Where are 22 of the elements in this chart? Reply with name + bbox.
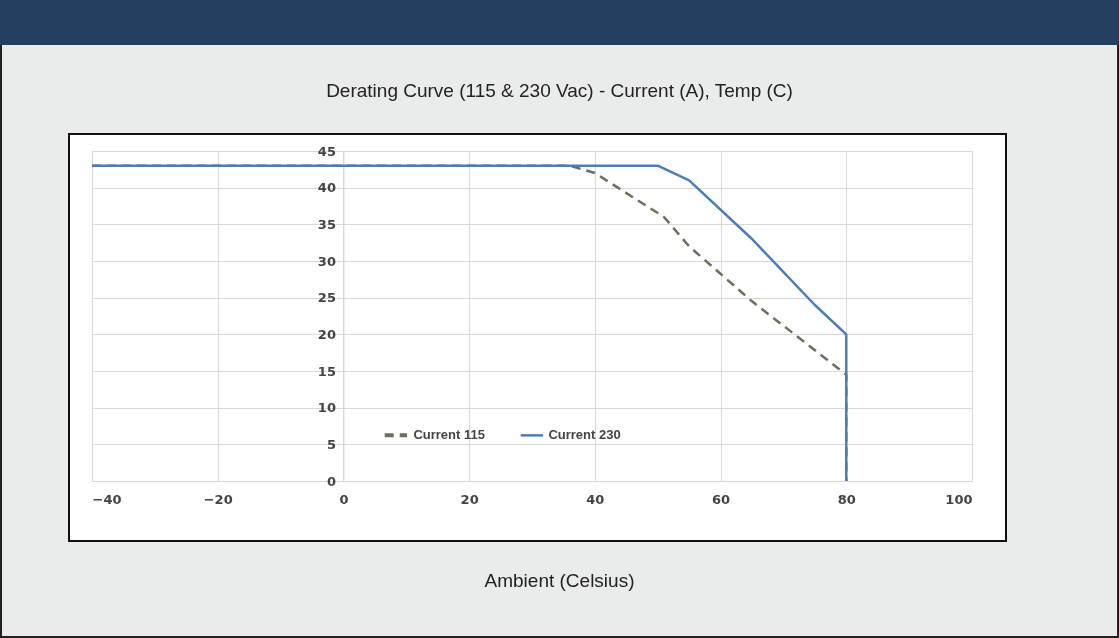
x-tick-label: 20: [460, 491, 479, 507]
y-tick-label: 25: [317, 290, 336, 306]
y-tick-label: 40: [317, 180, 336, 196]
y-tick-label: 0: [326, 473, 336, 489]
x-tick-label: 80: [837, 491, 856, 507]
y-tick-label: 45: [317, 143, 336, 159]
y-tick-label: 5: [326, 436, 336, 452]
x-tick-label: −20: [203, 491, 233, 507]
x-tick-label: 100: [945, 491, 973, 507]
x-tick-label: 40: [586, 491, 605, 507]
y-tick-label: 10: [317, 400, 336, 416]
y-tick-label: 35: [317, 216, 336, 232]
y-tick-label: 30: [317, 253, 336, 269]
legend-label: Current 115: [413, 427, 485, 443]
x-tick-label: 60: [712, 491, 731, 507]
y-tick-label: 15: [317, 363, 336, 379]
chart-title: Derating Curve (115 & 230 Vac) - Current (A), Temp (C): [325, 80, 794, 102]
x-axis-title: Ambient (Celsius): [483, 570, 636, 592]
y-tick-label: 20: [317, 326, 336, 342]
x-tick-label: −40: [92, 491, 122, 507]
x-tick-label: 0: [339, 491, 349, 507]
legend-label: Current 230: [548, 427, 621, 443]
